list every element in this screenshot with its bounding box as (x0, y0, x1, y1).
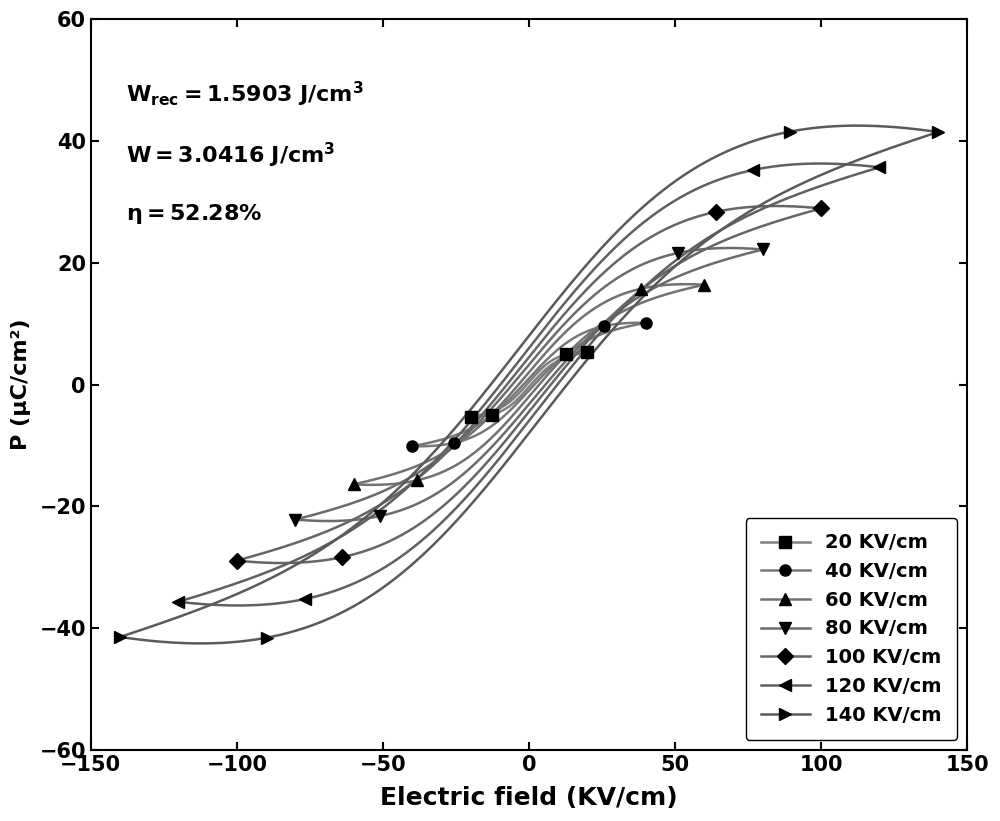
Y-axis label: P (μC/cm²): P (μC/cm²) (11, 319, 31, 450)
Legend: 20 KV/cm, 40 KV/cm, 60 KV/cm, 80 KV/cm, 100 KV/cm, 120 KV/cm, 140 KV/cm: 20 KV/cm, 40 KV/cm, 60 KV/cm, 80 KV/cm, … (746, 518, 957, 741)
X-axis label: Electric field (KV/cm): Electric field (KV/cm) (380, 786, 678, 810)
Text: $\mathbf{\eta=52.28\%}$: $\mathbf{\eta=52.28\%}$ (126, 202, 262, 226)
Text: $\mathbf{W=3.0416\ J/cm^3}$: $\mathbf{W=3.0416\ J/cm^3}$ (126, 141, 335, 170)
Text: $\mathbf{W_{rec}=1.5903\ J/cm^3}$: $\mathbf{W_{rec}=1.5903\ J/cm^3}$ (126, 80, 364, 109)
